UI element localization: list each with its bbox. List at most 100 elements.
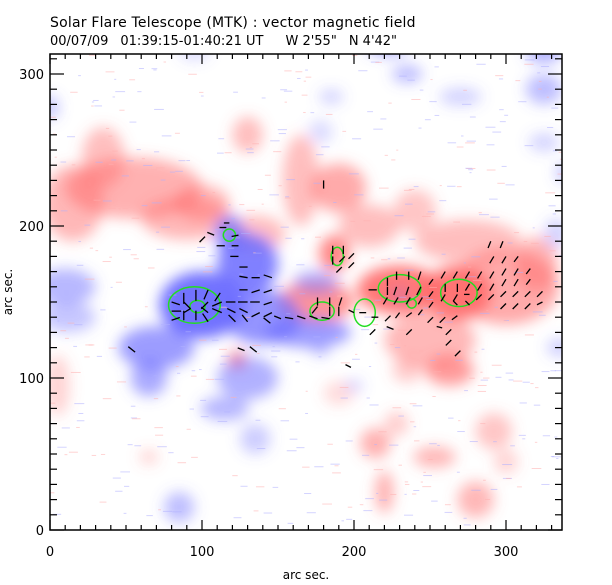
noise-streak: [197, 246, 206, 248]
noise-streak: [554, 436, 558, 438]
noise-streak: [50, 302, 53, 304]
noise-streak: [286, 450, 297, 452]
transverse-field-vector: [348, 309, 355, 314]
noise-streak: [478, 214, 489, 216]
noise-streak: [332, 472, 341, 474]
noise-streak: [95, 161, 103, 163]
noise-streak: [89, 247, 94, 249]
noise-streak: [54, 156, 57, 158]
noise-streak: [315, 154, 324, 156]
transverse-field-vector: [384, 315, 391, 322]
noise-streak: [421, 215, 431, 217]
noise-streak: [369, 404, 379, 406]
transverse-field-vector: [183, 307, 191, 314]
noise-streak: [322, 503, 332, 505]
negative-field-region: [544, 218, 562, 249]
noise-streak: [241, 315, 251, 317]
noise-streak: [464, 390, 468, 392]
x-tick-label: 0: [46, 545, 54, 560]
noise-streak: [310, 112, 315, 114]
noise-streak: [399, 75, 407, 77]
noise-streak: [278, 185, 282, 187]
noise-streak: [102, 261, 111, 263]
noise-streak: [505, 184, 515, 186]
noise-streak: [394, 347, 401, 349]
noise-streak: [143, 164, 153, 166]
noise-streak: [153, 375, 158, 377]
noise-streak: [60, 161, 67, 163]
noise-streak: [198, 369, 202, 371]
noise-streak: [115, 281, 122, 283]
noise-streak: [457, 431, 465, 433]
noise-streak: [375, 61, 382, 63]
noise-streak: [305, 412, 309, 414]
noise-streak: [486, 144, 495, 146]
noise-streak: [394, 215, 404, 217]
y-tick-label: 300: [19, 68, 44, 83]
noise-streak: [285, 196, 290, 198]
noise-streak: [186, 428, 191, 430]
noise-streak: [269, 194, 279, 196]
noise-streak: [506, 477, 511, 479]
transverse-field-vector: [487, 293, 495, 301]
noise-streak: [498, 78, 504, 80]
transverse-field-vector: [524, 290, 531, 298]
noise-streak: [480, 312, 490, 314]
transverse-field-vector: [475, 293, 483, 301]
noise-streak: [458, 420, 461, 422]
noise-streak: [263, 512, 273, 514]
noise-streak: [532, 227, 535, 229]
transverse-field-vector: [513, 278, 519, 287]
noise-streak: [434, 114, 440, 116]
noise-streak: [141, 158, 145, 160]
noise-streak: [463, 517, 467, 519]
noise-streak: [478, 212, 482, 214]
noise-streak: [508, 379, 514, 381]
noise-streak: [381, 259, 388, 261]
noise-streak: [530, 383, 534, 385]
noise-streak: [482, 377, 490, 379]
transverse-field-vector: [464, 283, 471, 291]
noise-streak: [284, 197, 291, 199]
noise-streak: [299, 293, 306, 295]
transverse-field-vector: [405, 312, 413, 318]
noise-streak: [352, 358, 360, 360]
noise-streak: [492, 131, 502, 133]
noise-streak: [453, 221, 461, 223]
noise-streak: [483, 479, 486, 481]
noise-streak: [100, 309, 106, 311]
noise-streak: [146, 515, 153, 517]
transverse-field-vector: [428, 301, 434, 308]
noise-streak: [211, 339, 219, 341]
noise-streak: [507, 242, 513, 244]
noise-streak: [50, 402, 56, 404]
transverse-field-vector: [427, 316, 434, 324]
transverse-field-vector: [249, 346, 258, 353]
axes: 0 100 200 300 0 100 200 300: [19, 53, 563, 560]
noise-streak: [68, 451, 78, 453]
noise-streak: [78, 412, 84, 414]
noise-streak: [88, 344, 93, 346]
noise-streak: [176, 395, 181, 397]
noise-streak: [200, 399, 207, 401]
noise-streak: [190, 375, 197, 377]
negative-field-region: [164, 492, 195, 523]
noise-streak: [120, 471, 131, 473]
noise-streak: [255, 486, 265, 488]
noise-streak: [93, 99, 99, 101]
noise-streak: [467, 266, 472, 268]
noise-streak: [64, 454, 68, 456]
noise-streak: [95, 250, 99, 252]
noise-streak: [305, 390, 308, 392]
noise-streak: [130, 405, 136, 407]
noise-streak: [304, 493, 312, 495]
noise-streak: [370, 61, 380, 63]
noise-streak: [177, 372, 181, 374]
noise-streak: [495, 75, 504, 77]
noise-streak: [144, 306, 148, 308]
negative-field-region: [50, 268, 96, 306]
noise-streak: [544, 235, 551, 237]
noise-streak: [118, 208, 121, 210]
noise-streak: [456, 186, 462, 188]
noise-streak: [352, 308, 361, 310]
